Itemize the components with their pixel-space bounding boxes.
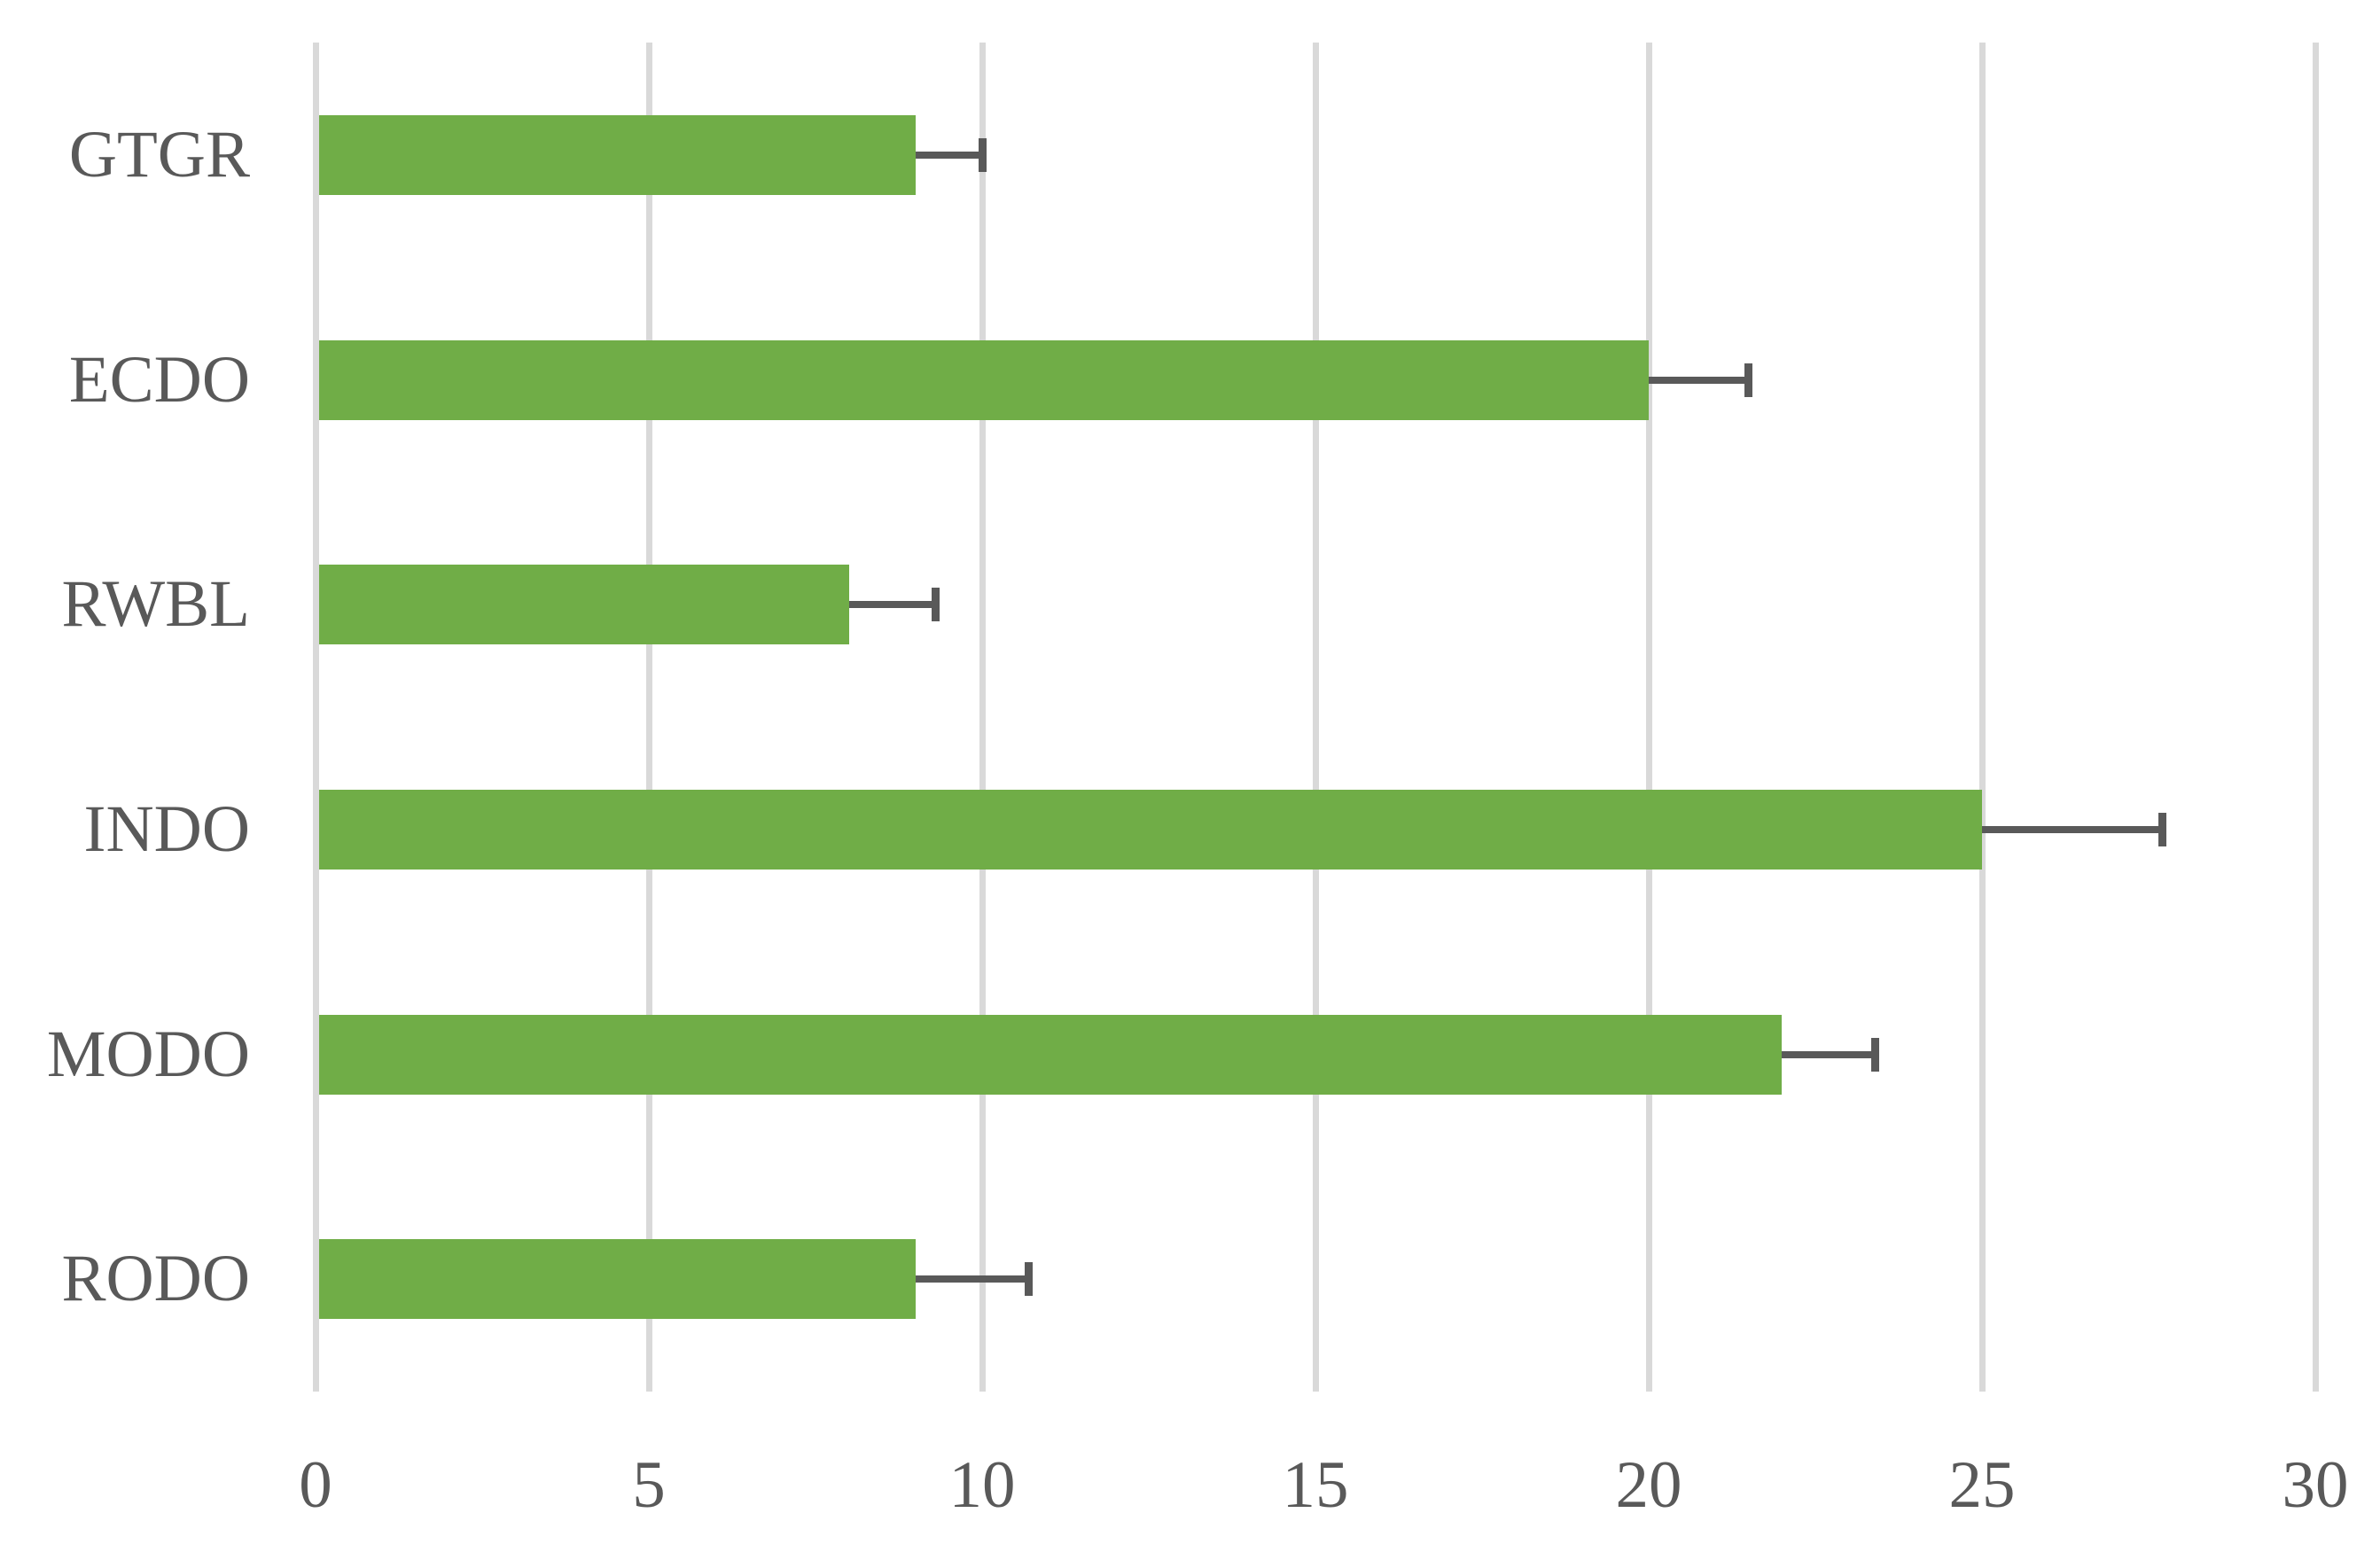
error-bar-cap bbox=[1744, 363, 1753, 397]
error-bar-line bbox=[915, 151, 982, 159]
error-bar-cap bbox=[931, 588, 940, 622]
gridline bbox=[979, 43, 986, 1392]
gridline bbox=[1978, 43, 1986, 1392]
error-bar-line bbox=[848, 601, 936, 609]
error-bar-cap bbox=[2158, 812, 2166, 846]
x-tick-label: 20 bbox=[1615, 1448, 1682, 1522]
x-tick-label: 10 bbox=[948, 1448, 1016, 1522]
category-label: RWBL bbox=[61, 567, 250, 642]
gridline bbox=[1645, 43, 1652, 1392]
error-bar-line bbox=[915, 1275, 1029, 1283]
data-bar bbox=[318, 789, 1982, 870]
gridline bbox=[1312, 43, 1319, 1392]
error-bar-line bbox=[1649, 376, 1749, 384]
data-bar bbox=[318, 1014, 1783, 1095]
category-label: RODO bbox=[61, 1242, 250, 1316]
y-axis-line bbox=[312, 43, 319, 1392]
error-bar-cap bbox=[978, 137, 987, 172]
data-bar bbox=[318, 114, 916, 195]
category-label: INDO bbox=[83, 792, 250, 866]
category-label: GTGR bbox=[68, 117, 250, 191]
data-bar bbox=[318, 1239, 916, 1320]
error-bar-line bbox=[1782, 1050, 1876, 1058]
category-label: ECDO bbox=[68, 342, 250, 417]
x-tick-label: 0 bbox=[299, 1448, 332, 1522]
x-tick-label: 30 bbox=[2282, 1448, 2349, 1522]
gridline bbox=[645, 43, 652, 1392]
error-bar-cap bbox=[1025, 1262, 1034, 1297]
x-tick-label: 25 bbox=[1948, 1448, 2016, 1522]
error-bar-cap bbox=[1871, 1037, 1880, 1072]
gridline bbox=[2312, 43, 2319, 1392]
data-bar bbox=[318, 565, 849, 645]
x-tick-label: 15 bbox=[1282, 1448, 1349, 1522]
x-tick-label: 5 bbox=[632, 1448, 666, 1522]
error-bar-line bbox=[1982, 825, 2163, 833]
category-label: MODO bbox=[46, 1017, 250, 1091]
data-bar bbox=[318, 339, 1649, 420]
